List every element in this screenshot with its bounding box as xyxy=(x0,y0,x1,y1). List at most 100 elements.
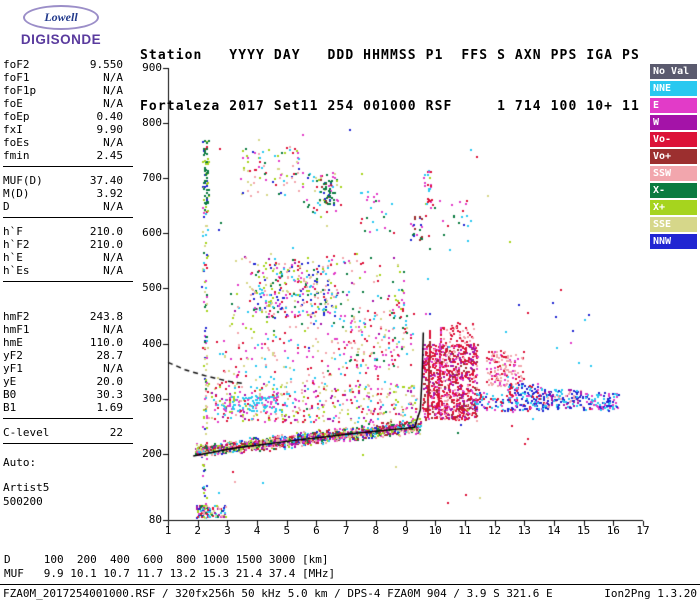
param-label: hmF1 xyxy=(3,323,30,336)
param-value: N/A xyxy=(103,251,123,264)
param-row-fof2: foF2 9.550 xyxy=(3,58,133,71)
legend-item-sse: SSE xyxy=(650,217,697,232)
param-label: MUF(D) xyxy=(3,174,43,187)
param-row-hf: h`F 210.0 xyxy=(3,225,133,238)
y-axis-tick-label: 800 xyxy=(142,116,162,130)
x-axis-tick-label: 11 xyxy=(458,524,472,537)
y-axis-tick-label: 500 xyxy=(142,281,162,295)
header-line-2: Fortaleza 2017 Set11 254 001000 RSF 1 71… xyxy=(140,99,640,114)
param-label: yE xyxy=(3,375,17,388)
legend-item-vo-: Vo- xyxy=(650,132,697,147)
param-footer-line: 500200 xyxy=(3,495,43,508)
y-axis-tick-label: 900 xyxy=(142,61,162,74)
param-value: 37.40 xyxy=(89,174,123,187)
param-group: C-level 22 xyxy=(3,419,133,444)
header-line-1: Station YYYY DAY DDD HHMMSS P1 FFS S AXN… xyxy=(140,48,640,63)
param-footer-line: Auto: xyxy=(3,456,37,469)
param-row-b0: B0 30.3 xyxy=(3,388,133,401)
legend-item-x-: X- xyxy=(650,183,697,198)
logo-oval: Lowell xyxy=(23,5,99,30)
param-row-yf2: yF2 28.7 xyxy=(3,349,133,362)
param-value: N/A xyxy=(103,323,123,336)
param-value: 22 xyxy=(109,426,123,439)
param-value: N/A xyxy=(103,362,123,375)
param-group: h`F 210.0 h`F2 210.0 h`E N/A h`Es N/A xyxy=(3,218,133,282)
param-row-fof1p: foF1p N/A xyxy=(3,84,133,97)
param-label: yF1 xyxy=(3,362,23,375)
param-row-md: M(D) 3.92 xyxy=(3,187,133,200)
param-footer-line: Artist5 xyxy=(3,481,50,494)
param-row-hes: h`Es N/A xyxy=(3,264,133,277)
status-version: Ion2Png 1.3.20 xyxy=(604,587,697,600)
param-row-d: D N/A xyxy=(3,200,133,213)
param-label: yF2 xyxy=(3,349,23,362)
y-axis-tick-label: 400 xyxy=(142,336,162,350)
param-row-mufd: MUF(D) 37.40 xyxy=(3,174,133,187)
legend-item-nne: NNE xyxy=(650,81,697,96)
param-value: 110.0 xyxy=(89,336,123,349)
param-row-he: h`E N/A xyxy=(3,251,133,264)
param-value: 20.0 xyxy=(96,375,124,388)
x-axis-tick-label: 3 xyxy=(224,524,231,537)
param-label: fmin xyxy=(3,149,30,162)
param-group: hmF2 243.8 hmF1 N/A hmE 110.0 yF2 28.7 yF1 N/A yE 2… xyxy=(3,282,133,419)
param-label: foF2 xyxy=(3,58,30,71)
y-axis-tick-label: 600 xyxy=(142,226,162,240)
param-row-hf2: h`F2 210.0 xyxy=(3,238,133,251)
param-row-fof1: foF1 N/A xyxy=(3,71,133,84)
param-row-fxi: fxI 9.90 xyxy=(3,123,133,136)
d-row: D 100 200 400 600 800 1000 1500 3000 [km… xyxy=(4,553,329,566)
param-row-clevel: C-level 22 xyxy=(3,426,133,439)
param-label: fxI xyxy=(3,123,23,136)
x-axis-tick-label: 14 xyxy=(547,524,561,537)
lowell-digisonde-logo: Lowell DIGISONDE xyxy=(8,5,114,47)
x-axis-tick-label: 7 xyxy=(342,524,350,537)
param-group: foF2 9.550 foF1 N/A foF1p N/A foE N/A foEp 0.40 fx… xyxy=(3,58,133,167)
param-value: 3.92 xyxy=(96,187,124,200)
param-value: 2.45 xyxy=(96,149,124,162)
param-value: 28.7 xyxy=(96,349,124,362)
x-axis-tick-label: 8 xyxy=(372,524,380,537)
x-axis-tick-label: 17 xyxy=(636,524,650,537)
echo-status-legend: No Val NNE E W Vo- Vo+ SSW X- X+ SSE NNW xyxy=(650,64,697,251)
muf-row: MUF 9.9 10.1 10.7 11.7 13.2 15.3 21.4 37… xyxy=(4,567,336,580)
x-axis-tick-label: 16 xyxy=(606,524,620,537)
x-axis-tick-label: 10 xyxy=(428,524,442,537)
param-row-hmf2: hmF2 243.8 xyxy=(3,310,133,323)
x-axis-tick-label: 9 xyxy=(402,524,409,537)
param-label: M(D) xyxy=(3,187,30,200)
param-value: 210.0 xyxy=(89,238,123,251)
legend-item-no-val: No Val xyxy=(650,64,697,79)
param-label: foEp xyxy=(3,110,30,123)
x-axis-tick-label: 5 xyxy=(283,524,291,537)
y-axis-tick-label: 700 xyxy=(142,171,162,185)
param-row-b1: B1 1.69 xyxy=(3,401,133,414)
x-axis-tick-label: 13 xyxy=(517,524,531,537)
param-value: 9.550 xyxy=(89,58,123,71)
param-label: B1 xyxy=(3,401,17,414)
d-muf-table: D 100 200 400 600 800 1000 1500 3000 [km… xyxy=(4,553,335,581)
param-value: N/A xyxy=(103,84,123,97)
param-value: 9.90 xyxy=(96,123,124,136)
legend-item-w: W xyxy=(650,115,697,130)
param-label: foE xyxy=(3,97,23,110)
param-label: hmF2 xyxy=(3,310,30,323)
param-label: h`F2 xyxy=(3,238,30,251)
y-axis-tick-label: 300 xyxy=(142,391,162,405)
param-label: B0 xyxy=(3,388,17,401)
param-row-ye: yE 20.0 xyxy=(3,375,133,388)
param-value: N/A xyxy=(103,71,123,84)
station-header: Station YYYY DAY DDD HHMMSS P1 FFS S AXN… xyxy=(140,13,640,149)
param-row-yf1: yF1 N/A xyxy=(3,362,133,375)
param-label: foEs xyxy=(3,136,30,149)
x-axis-tick-label: 1 xyxy=(164,524,172,537)
y-axis-tick-label: 200 xyxy=(142,446,162,460)
parameter-panel: foF2 9.550 foF1 N/A foF1p N/A foE N/A foEp 0.40 fx… xyxy=(3,58,133,508)
param-label: hmE xyxy=(3,336,23,349)
param-value: N/A xyxy=(103,97,123,110)
param-value: N/A xyxy=(103,200,123,213)
status-bar: FZA0M_2017254001000.RSF / 320fx256h 50 k… xyxy=(0,584,700,600)
param-value: 1.69 xyxy=(96,401,124,414)
